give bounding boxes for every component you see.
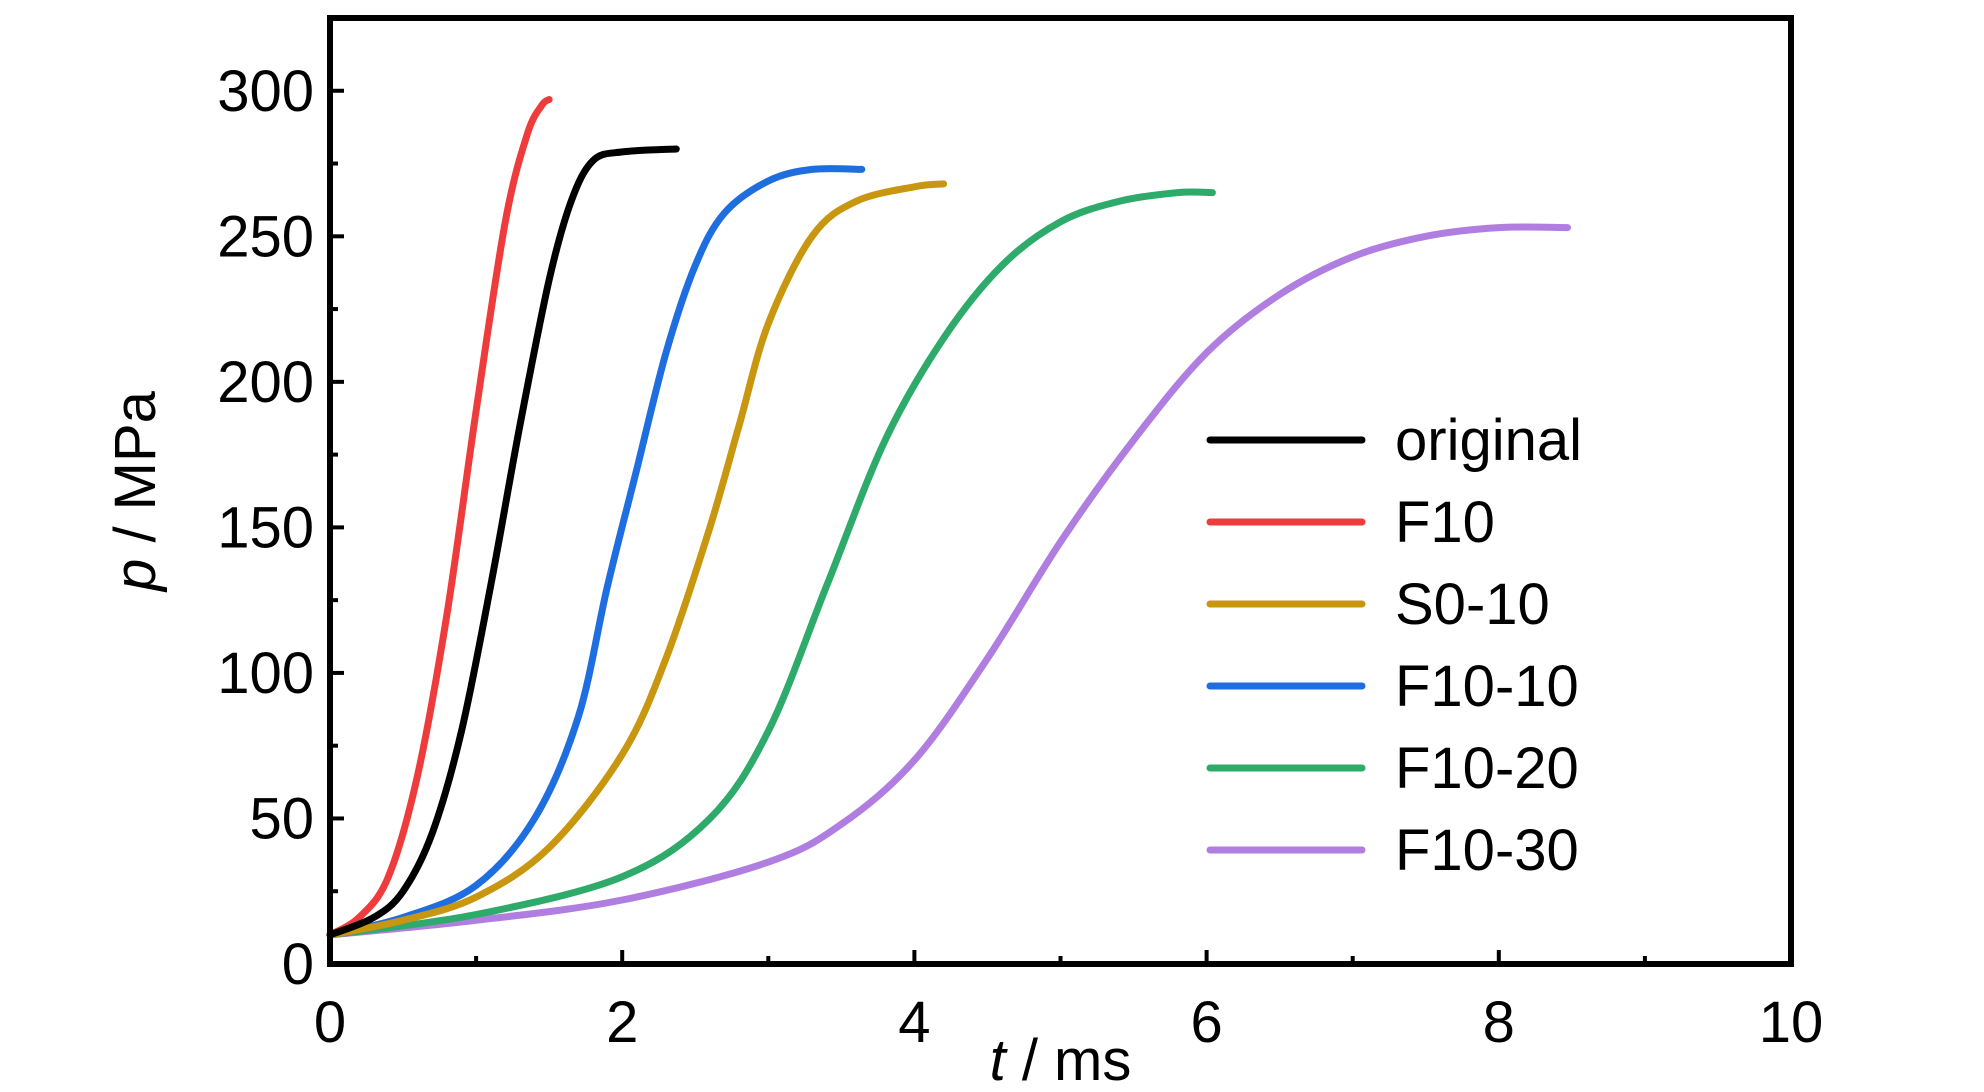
- legend-label-f10-10: F10-10: [1395, 654, 1579, 719]
- y-tick-label: 0: [282, 932, 314, 997]
- x-axis-title: t / ms: [990, 1028, 1132, 1087]
- y-tick-label: 150: [217, 495, 314, 560]
- y-tick-label: 50: [249, 786, 314, 851]
- y-axis-title: p / MPa: [103, 390, 168, 593]
- legend-label-original: original: [1395, 408, 1582, 473]
- series-line-f10-10: [326, 165, 866, 939]
- x-tick-label: 10: [1759, 990, 1824, 1055]
- series-line-s0-10: [326, 180, 948, 939]
- y-axis-variable: p: [103, 559, 168, 593]
- x-axis-variable: t: [990, 1028, 1009, 1087]
- legend-label-f10-20: F10-20: [1395, 736, 1579, 801]
- series-line-f10-30: [326, 223, 1571, 939]
- x-axis-unit: / ms: [1006, 1028, 1132, 1087]
- series-lines: [326, 96, 1571, 939]
- x-tick-label: 2: [606, 990, 638, 1055]
- legend-label-s0-10: S0-10: [1395, 572, 1550, 637]
- legend-label-f10: F10: [1395, 490, 1495, 555]
- series-line-f10: [326, 96, 553, 939]
- legend: original F10 S0-10 F10-10 F10-20 F10-30: [1206, 408, 1582, 883]
- series-line-f10-20: [326, 188, 1216, 939]
- x-tick-label: 6: [1190, 990, 1222, 1055]
- plot-frame: [327, 15, 1794, 967]
- y-tick-label: 300: [217, 59, 314, 124]
- y-tick-label: 100: [217, 641, 314, 706]
- y-tick-label: 250: [217, 204, 314, 269]
- y-tick-label: 200: [217, 350, 314, 415]
- x-tick-label: 8: [1483, 990, 1515, 1055]
- x-tick-label: 4: [898, 990, 930, 1055]
- series-line-original: [326, 145, 680, 939]
- legend-label-f10-30: F10-30: [1395, 818, 1579, 883]
- x-tick-label: 0: [314, 990, 346, 1055]
- y-axis-unit: / MPa: [103, 390, 168, 558]
